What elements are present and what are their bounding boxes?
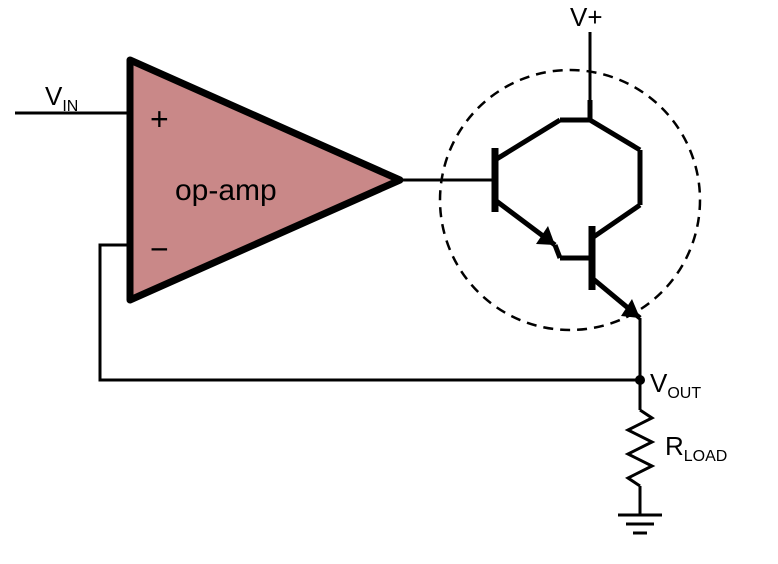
opamp-label: op-amp — [175, 174, 277, 207]
circuit-diagram: + − op-amp VIN V+ — [0, 0, 778, 564]
darlington-boundary — [440, 70, 700, 330]
vplus-label: V+ — [570, 2, 603, 32]
transistor-q1 — [495, 100, 592, 258]
transistor-q2 — [590, 120, 640, 380]
rload-label: RLOAD — [665, 431, 727, 465]
rload-resistor — [628, 380, 652, 515]
ground-symbol — [618, 515, 662, 533]
opamp-minus-sign: − — [150, 231, 169, 267]
vin-label: VIN — [45, 81, 78, 115]
vout-label: VOUT — [650, 368, 701, 402]
opamp-plus-sign: + — [150, 101, 169, 137]
